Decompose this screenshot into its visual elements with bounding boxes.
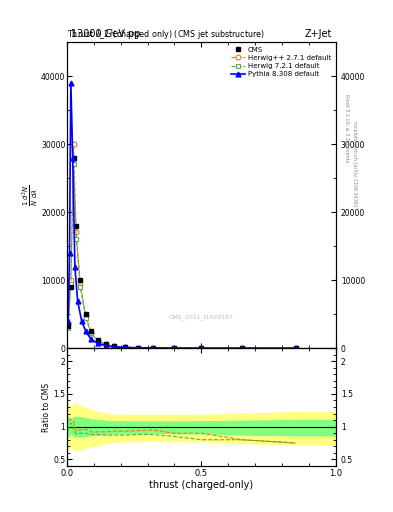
Pythia 8.308 default: [122, 345, 127, 351]
Herwig++ 2.7.1 default: [66, 321, 70, 327]
Herwig 7.2.1 default: [199, 345, 204, 351]
Herwig++ 2.7.1 default: [199, 345, 204, 351]
Herwig++ 2.7.1 default: [151, 345, 155, 351]
CMS: [293, 345, 298, 351]
Pythia 8.308 default: [66, 318, 70, 324]
Y-axis label: Ratio to CMS: Ratio to CMS: [42, 382, 51, 432]
Herwig 7.2.1 default: [83, 314, 88, 321]
Pythia 8.308 default: [103, 343, 108, 349]
Herwig++ 2.7.1 default: [103, 342, 108, 348]
CMS: [71, 155, 76, 161]
Pythia 8.308 default: [73, 264, 77, 270]
Pythia 8.308 default: [136, 345, 141, 351]
Text: 13000 GeV pp: 13000 GeV pp: [71, 29, 140, 39]
CMS: [122, 344, 127, 350]
Herwig 7.2.1 default: [68, 281, 73, 287]
Text: CMS_2021_I1920187: CMS_2021_I1920187: [169, 315, 234, 321]
Herwig 7.2.1 default: [71, 161, 76, 167]
Herwig++ 2.7.1 default: [74, 229, 79, 236]
Pythia 8.308 default: [68, 80, 73, 86]
Herwig 7.2.1 default: [172, 345, 177, 351]
CMS: [74, 223, 79, 229]
Herwig 7.2.1 default: [136, 345, 141, 351]
Pythia 8.308 default: [293, 345, 298, 351]
CMS: [66, 323, 70, 329]
Legend: CMS, Herwig++ 2.7.1 default, Herwig 7.2.1 default, Pythia 8.308 default: CMS, Herwig++ 2.7.1 default, Herwig 7.2.…: [230, 46, 332, 78]
Herwig 7.2.1 default: [122, 344, 127, 350]
Herwig 7.2.1 default: [74, 236, 79, 242]
Herwig 7.2.1 default: [95, 338, 100, 344]
Line: Pythia 8.308 default: Pythia 8.308 default: [66, 80, 298, 351]
CMS: [95, 337, 100, 343]
Text: Rivet 3.1.10, ≥ 3.2M events: Rivet 3.1.10, ≥ 3.2M events: [344, 94, 349, 162]
Herwig 7.2.1 default: [239, 345, 244, 351]
Herwig++ 2.7.1 default: [95, 337, 100, 344]
CMS: [83, 311, 88, 317]
CMS: [89, 328, 94, 334]
X-axis label: thrust (charged-only): thrust (charged-only): [149, 480, 253, 490]
Pythia 8.308 default: [89, 336, 94, 343]
Pythia 8.308 default: [112, 344, 116, 350]
CMS: [112, 343, 116, 349]
Pythia 8.308 default: [172, 345, 177, 351]
Herwig 7.2.1 default: [293, 345, 298, 351]
Herwig++ 2.7.1 default: [71, 141, 76, 147]
Line: Herwig 7.2.1 default: Herwig 7.2.1 default: [66, 162, 298, 351]
Herwig 7.2.1 default: [151, 345, 155, 351]
Herwig++ 2.7.1 default: [293, 345, 298, 351]
Line: CMS: CMS: [66, 156, 298, 350]
Pythia 8.308 default: [75, 297, 80, 304]
Line: Herwig++ 2.7.1 default: Herwig++ 2.7.1 default: [66, 142, 298, 351]
Herwig++ 2.7.1 default: [239, 345, 244, 351]
Herwig++ 2.7.1 default: [112, 343, 116, 349]
CMS: [103, 341, 108, 347]
CMS: [151, 345, 155, 351]
CMS: [199, 345, 204, 351]
CMS: [239, 345, 244, 351]
Herwig++ 2.7.1 default: [83, 312, 88, 318]
Herwig++ 2.7.1 default: [89, 329, 94, 335]
Herwig 7.2.1 default: [103, 342, 108, 348]
Pythia 8.308 default: [95, 340, 100, 347]
Pythia 8.308 default: [199, 345, 204, 351]
CMS: [68, 284, 73, 290]
Y-axis label: $\frac{1}{N}\frac{d^2N}{d\lambda}$: $\frac{1}{N}\frac{d^2N}{d\lambda}$: [20, 184, 40, 206]
Pythia 8.308 default: [70, 155, 75, 161]
CMS: [136, 345, 141, 351]
Herwig++ 2.7.1 default: [78, 281, 83, 287]
Text: Thrust $\lambda\_2^1$(charged only) (CMS jet substructure): Thrust $\lambda\_2^1$(charged only) (CMS…: [67, 28, 265, 42]
CMS: [172, 345, 177, 351]
CMS: [78, 277, 83, 283]
Herwig 7.2.1 default: [112, 344, 116, 350]
Pythia 8.308 default: [67, 250, 72, 256]
Herwig 7.2.1 default: [89, 330, 94, 336]
Herwig 7.2.1 default: [66, 325, 70, 331]
Herwig++ 2.7.1 default: [136, 345, 141, 351]
Herwig++ 2.7.1 default: [172, 345, 177, 351]
Text: Z+Jet: Z+Jet: [305, 29, 332, 39]
Herwig++ 2.7.1 default: [68, 277, 73, 283]
Pythia 8.308 default: [83, 328, 88, 334]
Pythia 8.308 default: [151, 345, 155, 351]
Herwig++ 2.7.1 default: [122, 344, 127, 350]
Herwig 7.2.1 default: [78, 284, 83, 290]
Text: mcplots.cern.ch [arXiv:1306.3436]: mcplots.cern.ch [arXiv:1306.3436]: [352, 121, 357, 206]
Pythia 8.308 default: [239, 345, 244, 351]
Pythia 8.308 default: [79, 318, 84, 324]
